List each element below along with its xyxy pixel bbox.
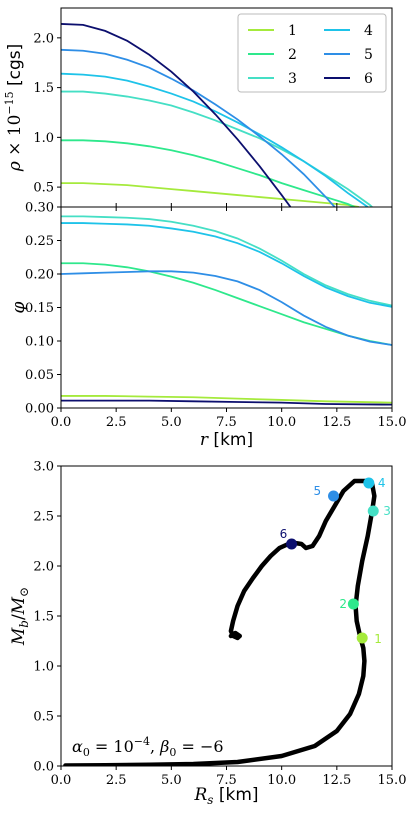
mr-xlabel: Rs [km] (193, 785, 258, 807)
mr-ytick-label: 0.0 (33, 760, 54, 775)
density-series-1-line (61, 182, 360, 207)
phi-series-5-line (61, 270, 392, 346)
mr-curve-group (63, 478, 377, 766)
mr-point-label-6: 6 (280, 527, 288, 541)
mr-ytick-label: 1.0 (33, 660, 54, 675)
mr-point-6 (286, 538, 298, 550)
phi-xtick-label: 10.0 (267, 415, 296, 430)
phi-series-4-line (61, 222, 392, 308)
mr-point-1 (356, 632, 368, 644)
legend-label-5: 5 (364, 47, 373, 63)
mr-xtick-label: 10.0 (267, 773, 296, 788)
mr-point-2 (347, 598, 359, 610)
phi-xtick-label: 0.0 (51, 415, 72, 430)
density-series-2-line (61, 139, 355, 207)
legend-label-6: 6 (364, 71, 373, 87)
phi-xtick-label: 2.5 (106, 415, 127, 430)
mr-ytick-label: 1.5 (33, 610, 54, 625)
mr-point-label-2: 2 (339, 597, 347, 611)
mr-annotation: α0 = 10−4, β0 = −6 (72, 735, 224, 759)
mr-xtick-label: 15.0 (378, 773, 407, 788)
density-ytick-label: 0.30 (25, 201, 54, 216)
density-series-3-line (61, 90, 373, 207)
density-ylabel: ρ × 10−15 [cgs] (3, 44, 25, 173)
mr-ytick-label: 3.0 (33, 460, 54, 475)
phi-ytick-label: 0.25 (25, 234, 54, 249)
mr-ytick-label: 2.5 (33, 510, 54, 525)
legend-label-3: 3 (288, 71, 297, 87)
density-ytick-label: 1.0 (33, 131, 54, 146)
phi-series-group (61, 215, 392, 406)
phi-series-6-line (61, 399, 392, 406)
legend-box (237, 13, 387, 93)
phi-series-3-line (61, 215, 392, 307)
mr-xtick-label: 12.5 (322, 773, 351, 788)
phi-series-1-line (61, 395, 392, 404)
density-series-4-line (61, 72, 369, 207)
mr-ytick-label: 0.5 (33, 710, 54, 725)
mr-point-5 (328, 490, 340, 502)
legend-label-1: 1 (288, 23, 297, 39)
density-series-group (61, 23, 373, 207)
mr-point-label-3: 3 (383, 504, 391, 518)
mr-xtick-label: 7.5 (216, 773, 237, 788)
phi-ytick-label: 0.20 (25, 268, 54, 283)
density-ytick-label: 1.5 (33, 81, 54, 96)
mr-point-label-1: 1 (374, 632, 382, 646)
phi-xlabel: r [km] (200, 430, 253, 450)
mass-radius-curve (63, 478, 377, 766)
density-series-6-line (61, 23, 292, 207)
mr-point-label-4: 4 (378, 476, 386, 490)
density-ytick-label: 2.0 (33, 31, 54, 46)
phi-ytick-label: 0.10 (25, 335, 54, 350)
phi-xtick-label: 5.0 (161, 415, 182, 430)
density-series-5-line (61, 48, 336, 207)
mr-ylabel: Mb/M⊙ (9, 587, 31, 646)
mr-xtick-label: 0.0 (51, 773, 72, 788)
phi-xtick-label: 12.5 (322, 415, 351, 430)
mr-point-label-5: 5 (314, 484, 322, 498)
phi-xtick-label: 15.0 (378, 415, 407, 430)
mr-xtick-label: 2.5 (106, 773, 127, 788)
legend-label-4: 4 (364, 23, 373, 39)
phi-series-2-line (61, 262, 392, 346)
density-ytick-label: 0.5 (33, 181, 54, 196)
phi-plot-frame (60, 206, 393, 409)
phi-ytick-label: 0.15 (25, 301, 54, 316)
legend-label-2: 2 (288, 47, 297, 63)
mr-xtick-label: 5.0 (161, 773, 182, 788)
phi-xtick-label: 7.5 (216, 415, 237, 430)
phi-ytick-label: 0.05 (25, 368, 54, 383)
mr-point-4 (363, 477, 375, 489)
phi-ytick-label: 0.00 (25, 402, 54, 417)
mr-ytick-label: 2.0 (33, 560, 54, 575)
phi-ylabel: φ (9, 301, 29, 313)
mr-point-3 (367, 505, 379, 517)
